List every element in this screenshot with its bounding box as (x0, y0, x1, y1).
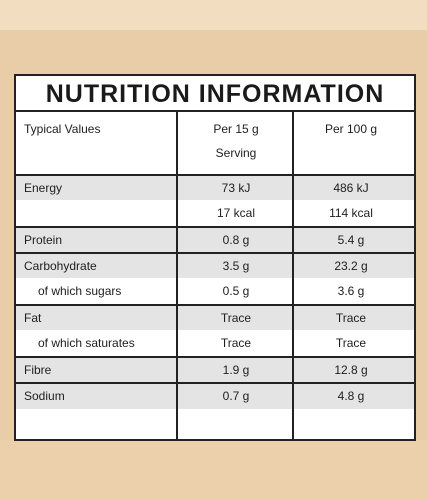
row-per-100g: 486 kJ (333, 181, 369, 195)
row-per-serving: 17 kcal (216, 206, 256, 220)
row-per-serving: 0.8 g (222, 233, 250, 247)
row-per-100g: 114 kcal (329, 206, 373, 220)
table-row: of which sugars 0.5 g 3.6 g (16, 278, 414, 304)
table-row: Carbohydrate 3.5 g 23.2 g (16, 254, 414, 278)
table-row: Fat Trace Trace (16, 306, 414, 330)
divider (16, 382, 414, 384)
row-per-100g: Trace (335, 311, 367, 325)
table-row: Sodium 0.7 g 4.8 g (16, 384, 414, 409)
row-per-100g: 12.8 g (334, 363, 368, 377)
header-per-100g: Per 100 g (324, 122, 378, 136)
divider (16, 304, 414, 306)
label-title: NUTRITION INFORMATION (16, 76, 414, 112)
row-label: of which sugars (38, 284, 122, 298)
row-label: Fibre (24, 363, 52, 377)
row-per-100g: 3.6 g (337, 284, 365, 298)
header-serving: Serving (215, 146, 257, 160)
table-row: Energy 73 kJ 486 kJ (16, 176, 414, 200)
divider (16, 252, 414, 254)
divider (16, 174, 414, 176)
divider (16, 356, 414, 358)
table-row: Protein 0.8 g 5.4 g (16, 228, 414, 252)
background-bottom (0, 440, 427, 500)
row-per-100g: 23.2 g (334, 259, 368, 273)
row-label: Energy (24, 181, 63, 195)
row-per-100g: 4.8 g (337, 389, 365, 403)
column-divider (292, 112, 294, 439)
row-per-100g: 5.4 g (337, 233, 365, 247)
row-per-serving: 3.5 g (222, 259, 250, 273)
column-divider (176, 112, 178, 439)
row-label: Sodium (24, 389, 65, 403)
row-per-serving: 1.9 g (222, 363, 250, 377)
header-per-serving: Per 15 g (213, 122, 259, 136)
row-label: Carbohydrate (24, 259, 97, 273)
row-per-serving: 73 kJ (221, 181, 251, 195)
row-per-serving: Trace (220, 311, 252, 325)
row-per-serving: 0.7 g (222, 389, 250, 403)
table-row: of which saturates Trace Trace (16, 330, 414, 356)
row-per-serving: Trace (220, 336, 252, 350)
nutrition-label: NUTRITION INFORMATION Typical Values Per… (14, 74, 416, 441)
background-top (0, 0, 427, 30)
row-label: Fat (24, 311, 42, 325)
divider (16, 226, 414, 228)
row-label: Protein (24, 233, 63, 247)
table-row: Fibre 1.9 g 12.8 g (16, 358, 414, 382)
row-label: of which saturates (38, 336, 135, 350)
header-typical-values: Typical Values (24, 122, 101, 136)
row-per-serving: 0.5 g (222, 284, 250, 298)
table-row: 17 kcal 114 kcal (16, 200, 414, 226)
header-row: Typical Values Per 15 g Serving Per 100 … (16, 114, 414, 174)
row-per-100g: Trace (335, 336, 367, 350)
